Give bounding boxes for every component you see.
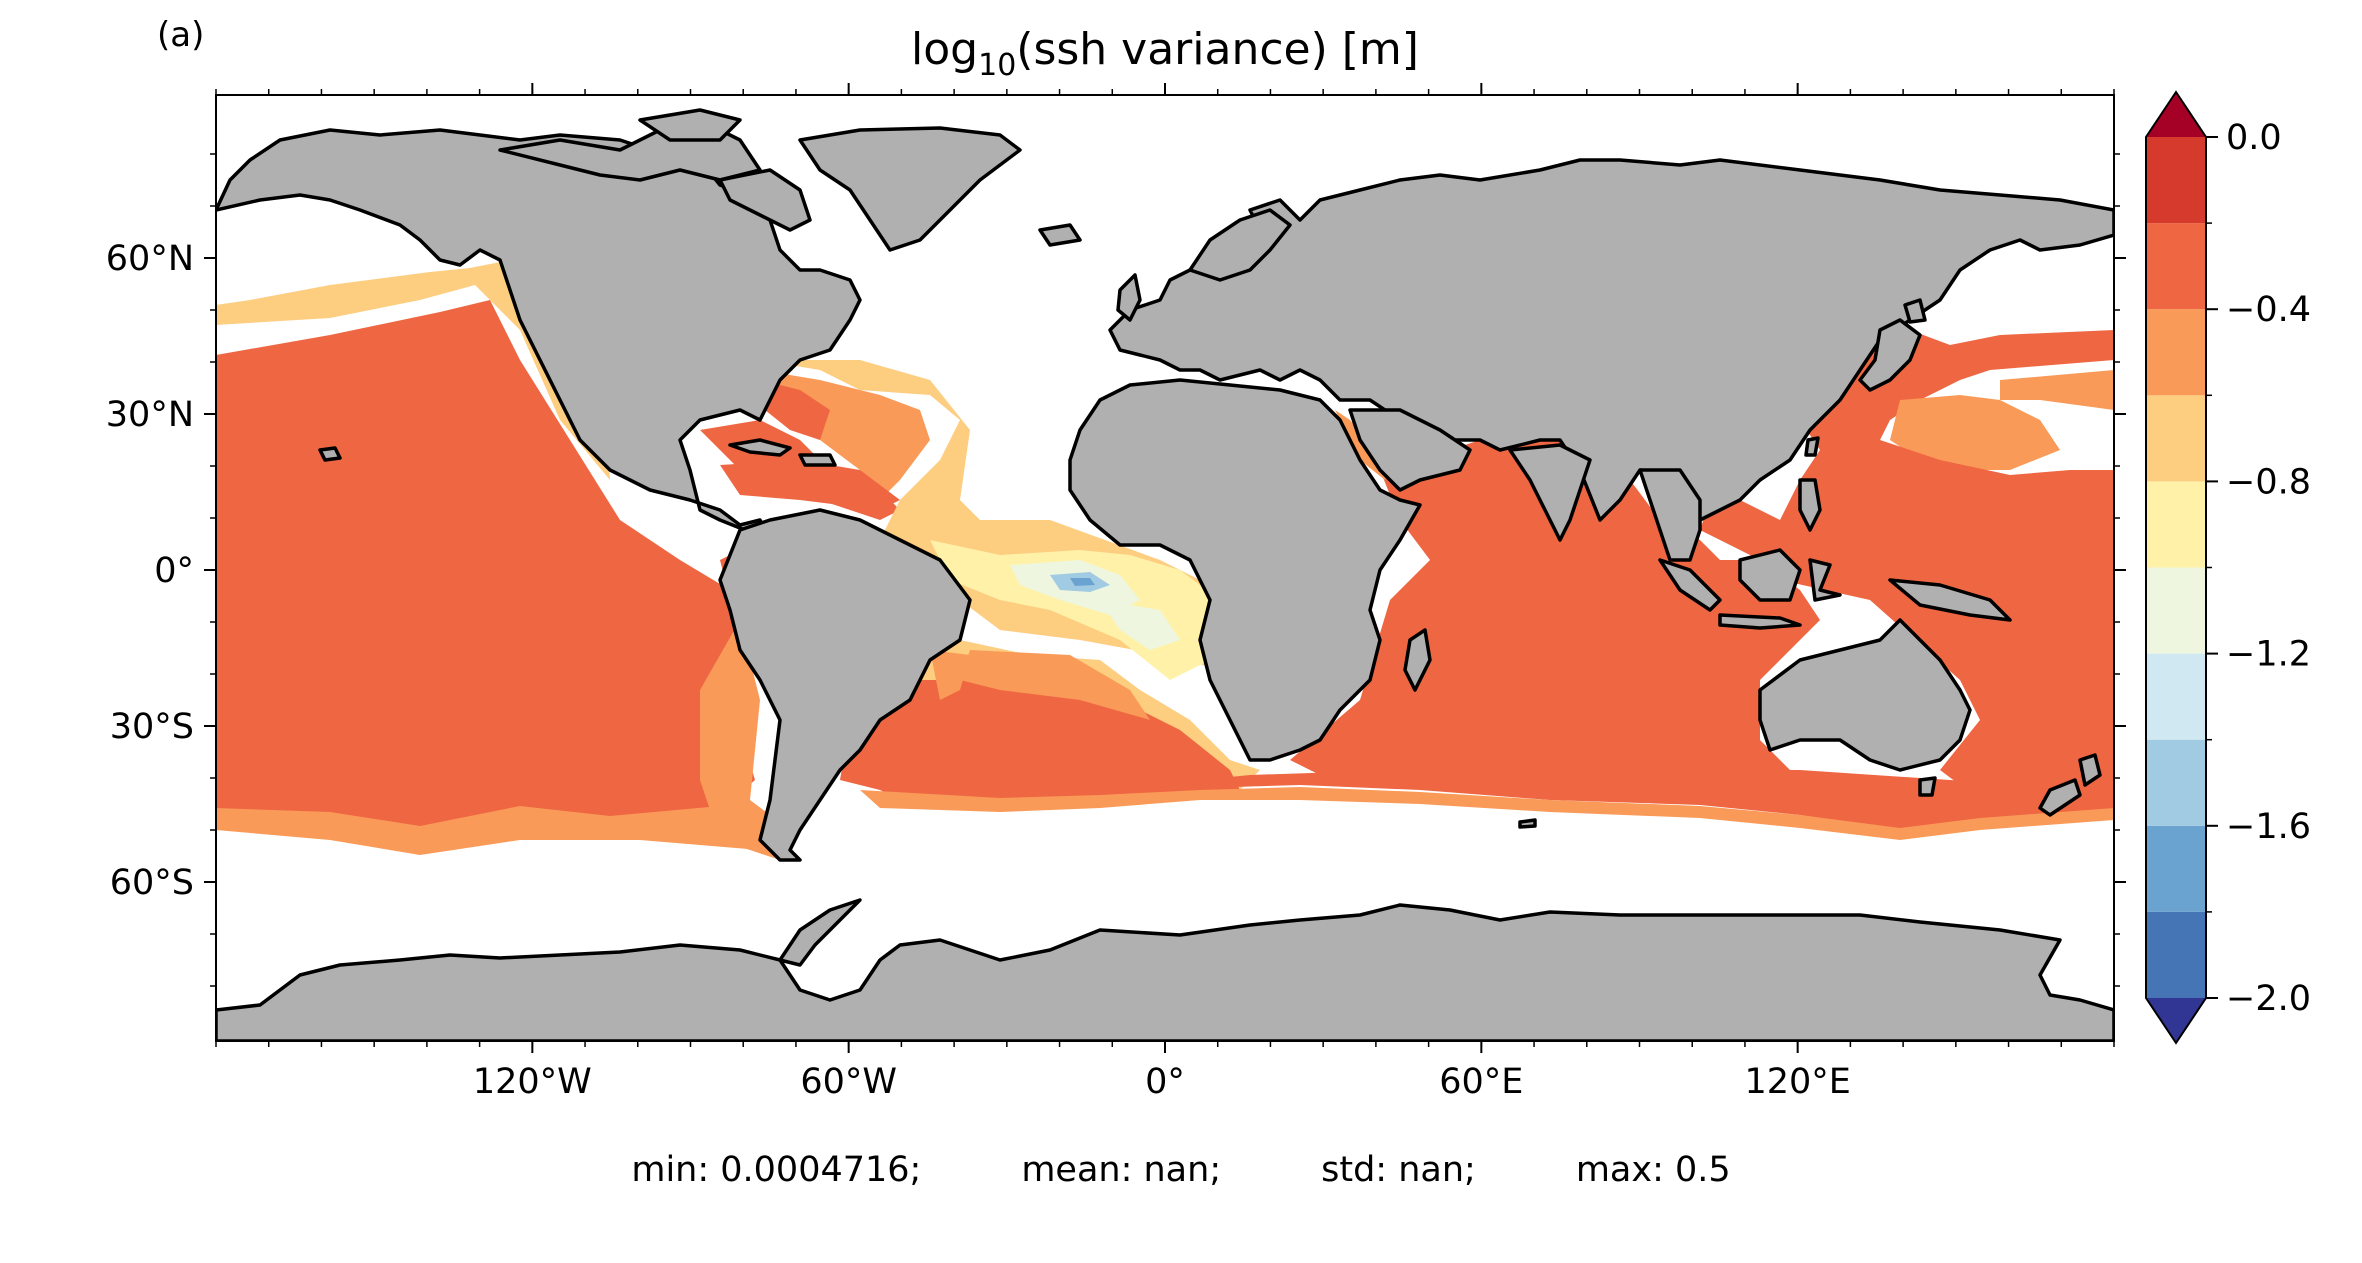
lat-tick-label: 60°N [106, 239, 194, 279]
borneo [1738, 548, 1802, 602]
pacific-south-edge [216, 806, 770, 855]
lat-tick-label: 60°S [110, 863, 194, 903]
new-zealand-south [2038, 778, 2082, 817]
lat-tick-label: 30°S [110, 707, 194, 747]
hispaniola [798, 453, 837, 467]
stat-std: std: nan; [1321, 1150, 1476, 1190]
ssh-variance-field [216, 260, 2114, 860]
lon-tick-label: 120°W [473, 1062, 592, 1102]
colorbar-level [2146, 739, 2206, 826]
colorbar-tick-labels: 0.0 −0.4 −0.8 −1.2 −1.6 −2.0 [2226, 118, 2311, 1019]
colorbar-tick-label: −1.6 [2226, 807, 2311, 847]
colorbar-tick-label: 0.0 [2226, 118, 2282, 158]
title-suffix: (ssh variance) [m] [1016, 24, 1419, 75]
eq-atlantic-blue-core [1070, 578, 1095, 586]
title-subscript: 10 [978, 48, 1016, 83]
statistics-line: min: 0.0004716; mean: nan; std: nan; max: 0… [0, 1150, 2362, 1190]
title-prefix: log [911, 24, 978, 75]
colorbar-level [2146, 395, 2206, 482]
cuba [728, 438, 792, 457]
colorbar-level [2146, 223, 2206, 310]
antarctica [216, 903, 2114, 1041]
antarctic-peninsula [778, 898, 862, 967]
map-tick-labels: 120°W 60°W 0° 60°E 120°E 60°N 30°N 0° 30°S 60°S [106, 239, 1851, 1102]
madagascar [1403, 628, 1432, 692]
north-america [216, 128, 862, 542]
land [216, 108, 2114, 1041]
lon-tick-label: 60°W [800, 1062, 897, 1102]
great-britain [1116, 273, 1142, 322]
lat-tick-label: 0° [154, 551, 194, 591]
kuroshio-light [2000, 370, 2114, 410]
lon-tick-label: 120°E [1744, 1062, 1850, 1102]
west-pacific-main [1700, 440, 2114, 800]
arctic-island-2 [638, 108, 742, 142]
india [1508, 443, 1592, 542]
japan-hokkaido [1903, 298, 1927, 324]
colorbar-level [2146, 567, 2206, 654]
sumatra [1658, 558, 1722, 612]
panel-label: (a) [157, 15, 204, 55]
map-area [216, 95, 2114, 1041]
java [1718, 613, 1802, 630]
pacific-north-edge [216, 260, 610, 480]
colorbar-tick-label: −2.0 [2226, 979, 2311, 1019]
colorbar-level [2146, 653, 2206, 740]
colorbar [2145, 90, 2218, 1045]
indian-ocean [1290, 430, 1820, 780]
greenland [798, 126, 1022, 252]
africa [1068, 378, 1422, 762]
colorbar-tick-label: −0.8 [2226, 462, 2311, 502]
eq-atlantic-pale2 [1100, 600, 1180, 650]
sulawesi [1808, 558, 1842, 602]
hawaii [318, 446, 342, 462]
south-atlantic-light [960, 650, 1150, 720]
pacific-east-light [700, 620, 790, 860]
arabian-peninsula [1348, 408, 1472, 492]
indochina [1638, 468, 1702, 562]
iceland [1038, 223, 1082, 247]
australia [1758, 618, 1972, 772]
new-guinea [1888, 578, 2012, 622]
gulf-stream-core [760, 380, 830, 440]
southern-ocean-edge [860, 787, 2114, 840]
map-title: log10(ssh variance) [m] [911, 24, 1419, 83]
stat-min: min: 0.0004716; [631, 1150, 922, 1190]
southern-ocean-band [860, 770, 2114, 830]
colorbar-under-extension [2146, 998, 2206, 1043]
lon-tick-label: 60°E [1439, 1062, 1523, 1102]
baffin-island [718, 168, 812, 232]
colorbar-level [2146, 911, 2206, 998]
japan [1858, 318, 1922, 392]
map-ticks [204, 83, 2126, 1053]
colorbar-tick-label: −1.2 [2226, 635, 2311, 675]
colorbar-level [2146, 481, 2206, 568]
stat-max: max: 0.5 [1575, 1150, 1731, 1190]
colorbar-level [2146, 825, 2206, 912]
taiwan [1804, 436, 1820, 457]
stat-mean: mean: nan; [1021, 1150, 1222, 1190]
scandinavia [1188, 208, 1292, 282]
philippines [1798, 478, 1822, 532]
lat-tick-label: 30°N [106, 395, 194, 435]
west-pacific-light [1890, 395, 2060, 470]
lon-tick-label: 0° [1145, 1062, 1185, 1102]
south-georgia [1518, 818, 1537, 829]
caribbean-band [720, 460, 900, 510]
south-america [718, 508, 972, 862]
tasmania [1918, 776, 1937, 797]
colorbar-over-extension [2146, 92, 2206, 137]
colorbar-level [2146, 309, 2206, 396]
colorbar-tick-label: −0.4 [2226, 290, 2311, 330]
brazil-coast-light [930, 650, 970, 700]
new-zealand-north [2078, 753, 2102, 787]
colorbar-level [2146, 137, 2206, 224]
